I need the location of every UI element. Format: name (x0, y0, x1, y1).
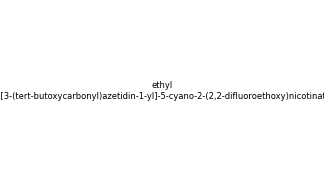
Text: ethyl 6-[3-(tert-butoxycarbonyl)azetidin-1-yl]-5-cyano-2-(2,2-difluoroethoxy)nic: ethyl 6-[3-(tert-butoxycarbonyl)azetidin… (0, 81, 324, 101)
